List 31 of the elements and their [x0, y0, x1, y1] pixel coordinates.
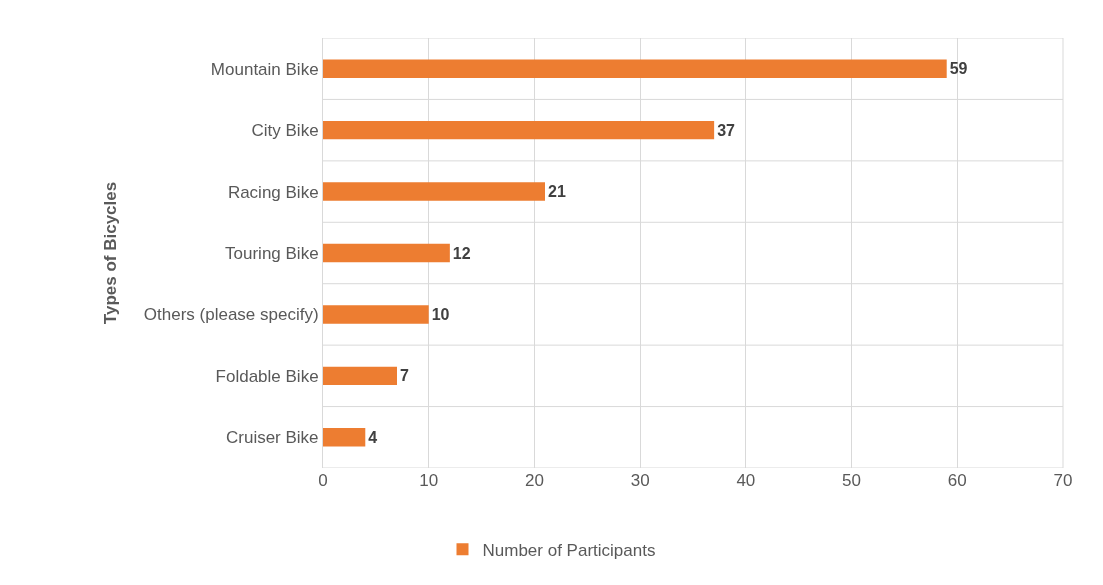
data-label: 7 [400, 367, 409, 385]
legend-label: Number of Participants [482, 540, 656, 560]
x-tick-label: 30 [630, 471, 650, 490]
x-tick-label: 0 [318, 471, 328, 490]
bar [323, 305, 429, 324]
bar [323, 366, 397, 386]
bar [323, 182, 545, 201]
x-tick-label: 70 [1053, 471, 1073, 490]
data-label: 10 [431, 305, 450, 323]
y-tick-label: Cruiser Bike [226, 428, 319, 448]
bar [323, 243, 450, 263]
x-tick-label: 50 [842, 471, 862, 490]
y-tick-label: City Bike [251, 121, 319, 141]
data-label: 21 [548, 183, 566, 201]
y-tick-label: Others (please specify) [143, 305, 319, 325]
data-label: 59 [949, 60, 968, 78]
y-tick-label: Mountain Bike [210, 59, 319, 79]
y-axis-title: Types of Bicycles [101, 181, 121, 325]
bar [323, 120, 715, 140]
x-tick-label: 20 [524, 471, 544, 490]
data-label: 12 [452, 244, 471, 262]
x-tick-label: 10 [419, 471, 439, 490]
data-label: 37 [717, 121, 736, 139]
bar [323, 428, 366, 447]
data-label: 4 [368, 428, 378, 446]
y-tick-label: Racing Bike [227, 182, 319, 202]
x-tick-label: 60 [947, 471, 967, 490]
y-tick-label: Touring Bike [225, 243, 319, 263]
y-tick-label: Foldable Bike [215, 366, 319, 386]
bar [323, 59, 947, 78]
x-tick-label: 40 [736, 471, 756, 490]
